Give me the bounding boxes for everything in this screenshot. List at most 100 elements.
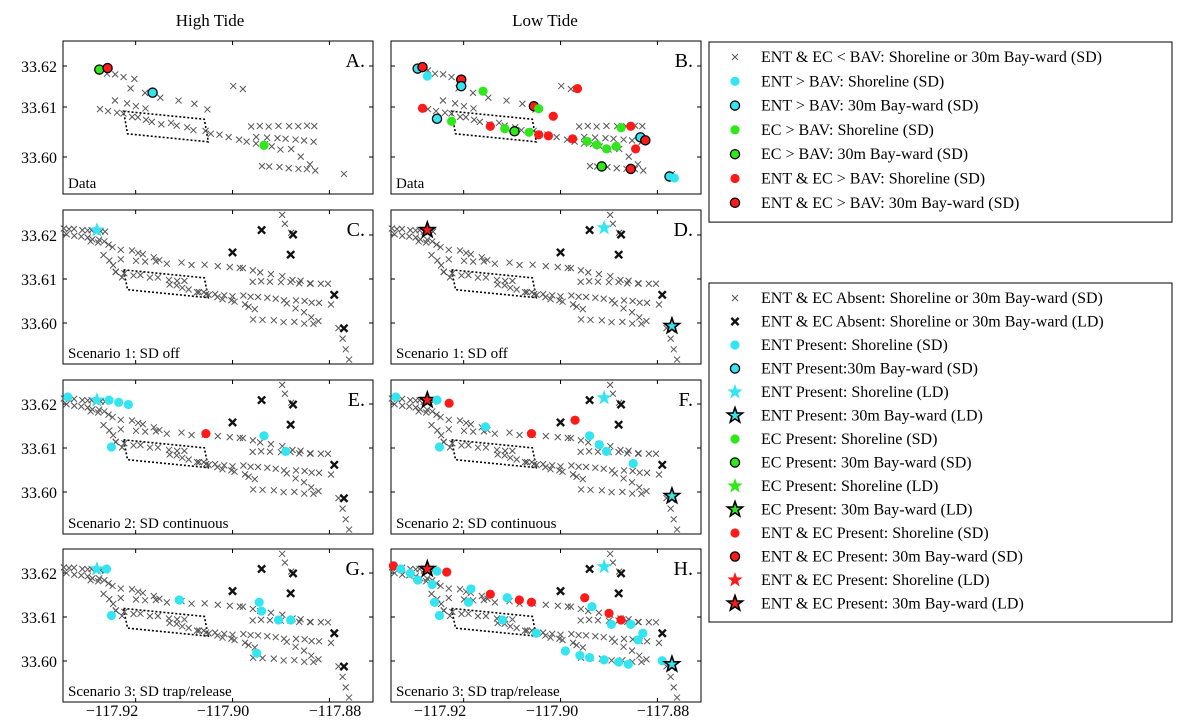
shoreline-marker <box>607 620 616 629</box>
bayward-marker <box>730 101 739 110</box>
panel-d: D. Scenario 1: SD off <box>389 210 701 364</box>
shoreline-marker <box>423 72 432 81</box>
panel-a: 33.62 33.61 33.60 A. Data <box>21 41 373 194</box>
panel-frame <box>63 210 373 364</box>
shoreline-marker <box>257 606 266 615</box>
x-tick-label: −117.90 <box>526 703 578 720</box>
y-tick-label: 33.61 <box>21 441 57 458</box>
x-tick-label: −117.92 <box>86 703 138 720</box>
legend-label: ENT & EC > BAV: Shoreline (SD) <box>761 171 985 188</box>
shoreline-marker <box>614 657 623 666</box>
column-title-low-tide: Low Tide <box>512 11 578 30</box>
shoreline-marker <box>104 395 113 404</box>
shoreline-marker <box>259 431 268 440</box>
legend-entry: ENT & EC Absent: Shoreline or 30m Bay-wa… <box>732 290 1103 307</box>
panel-grid: 33.6233.6133.60A.DataB.Data33.6233.6133.… <box>21 41 701 702</box>
shoreline-marker <box>102 564 111 573</box>
legend-entry: ENT & EC < BAV: Shoreline or 30m Bay-war… <box>732 49 1102 66</box>
legend-entry: ENT > BAV: 30m Bay-ward (SD) <box>730 98 978 115</box>
shoreline-marker <box>544 131 553 140</box>
shoreline-marker <box>498 615 507 624</box>
panel-f: F.Scenario 2: SD continuous <box>389 380 701 534</box>
legend-label: ENT & EC Present: 30m Bay-ward (SD) <box>761 549 1023 566</box>
bayward-marker <box>432 114 441 123</box>
x-tick-label: −117.92 <box>414 703 466 720</box>
x-axis-ticks-high-tide: −117.92 −117.90 −117.88 <box>86 703 361 720</box>
y-tick-label: 33.61 <box>21 100 57 117</box>
shoreline-marker <box>201 429 210 438</box>
shoreline-marker <box>616 123 625 132</box>
shoreline-marker <box>730 77 739 86</box>
panel-caption: Data <box>68 176 97 192</box>
legend-entry: EC > BAV: 30m Bay-ward (SD) <box>730 146 968 163</box>
shoreline-marker <box>396 564 405 573</box>
shoreline-marker <box>442 567 451 576</box>
shoreline-marker <box>175 595 184 604</box>
y-tick-label: 33.61 <box>21 272 57 289</box>
panel-letter: D. <box>674 219 693 241</box>
shoreline-marker <box>670 173 679 182</box>
shoreline-marker <box>478 87 487 96</box>
panel-caption: Scenario 3: SD trap/release <box>396 684 560 700</box>
x-tick-label: −117.88 <box>637 703 689 720</box>
legend-label: ENT & EC Absent: Shoreline or 30m Bay-wa… <box>761 314 1104 331</box>
shoreline-marker <box>486 122 495 131</box>
legend-label: ENT Present: 30m Bay-ward (LD) <box>761 408 983 425</box>
panel-b: B. Data <box>391 41 701 194</box>
legend-label: EC > BAV: 30m Bay-ward (SD) <box>761 146 968 163</box>
y-tick-label: 33.62 <box>21 59 57 76</box>
bayward-marker <box>103 63 112 72</box>
shoreline-marker <box>274 615 283 624</box>
legend-label: EC Present: 30m Bay-ward (LD) <box>761 502 973 519</box>
panel-caption: Scenario 2: SD continuous <box>68 516 229 532</box>
legend-entry: ENT Present: Shoreline (SD) <box>730 337 947 354</box>
panel-frame <box>391 210 701 364</box>
x-tick-label: −117.88 <box>309 703 361 720</box>
panel-caption: Data <box>396 176 425 192</box>
legend-label: ENT > BAV: 30m Bay-ward (SD) <box>761 98 978 115</box>
shoreline-marker <box>573 84 582 93</box>
legend-label: ENT & EC < BAV: Shoreline or 30m Bay-war… <box>761 49 1102 66</box>
panel-letter: A. <box>346 50 365 72</box>
y-tick-label: 33.60 <box>21 654 57 671</box>
shoreline-marker <box>515 595 524 604</box>
shoreline-marker <box>592 140 601 149</box>
panel-e: 33.6233.6133.60E.Scenario 2: SD continuo… <box>21 380 373 534</box>
y-tick-label: 33.60 <box>21 485 57 502</box>
legend-data: ENT & EC < BAV: Shoreline or 30m Bay-war… <box>709 42 1172 222</box>
shoreline-marker <box>561 646 570 655</box>
shoreline-marker <box>585 431 594 440</box>
legend-scenarios: ENT & EC Absent: Shoreline or 30m Bay-wa… <box>709 283 1172 622</box>
panel-caption: Scenario 1: SD off <box>396 346 508 362</box>
shoreline-marker <box>418 104 427 113</box>
shoreline-marker <box>445 399 454 408</box>
shoreline-marker <box>549 112 558 121</box>
shoreline-marker <box>124 400 133 409</box>
shoreline-marker <box>730 340 739 349</box>
bayward-marker <box>730 198 739 207</box>
bayward-marker <box>730 364 739 373</box>
y-tick-label: 33.60 <box>21 150 57 167</box>
y-tick-label: 33.60 <box>21 316 57 333</box>
shoreline-marker <box>107 442 116 451</box>
legend-label: ENT & EC Absent: Shoreline or 30m Bay-wa… <box>761 290 1103 307</box>
legend-label: ENT & EC > BAV: 30m Bay-ward (SD) <box>761 195 1019 212</box>
shoreline-marker <box>428 580 437 589</box>
legend-entry: EC > BAV: Shoreline (SD) <box>730 122 933 139</box>
y-tick-label: 33.62 <box>21 397 57 414</box>
shoreline-marker <box>570 416 579 425</box>
legend-entry: ENT & EC Present: 30m Bay-ward (LD) <box>727 596 1023 613</box>
shoreline-marker <box>500 124 509 133</box>
bayward-marker <box>730 150 739 159</box>
legend-entry: EC Present: Shoreline (SD) <box>730 431 937 448</box>
legend-entry: EC Present: 30m Bay-ward (LD) <box>727 502 972 519</box>
shoreline-marker <box>435 442 444 451</box>
shoreline-marker <box>658 656 667 665</box>
shoreline-marker <box>447 117 456 126</box>
legend-label: ENT & EC Present: Shoreline (LD) <box>761 572 990 589</box>
bayward-marker <box>626 164 635 173</box>
shoreline-marker <box>575 651 584 660</box>
shoreline-marker <box>626 122 635 131</box>
shoreline-marker <box>527 429 536 438</box>
